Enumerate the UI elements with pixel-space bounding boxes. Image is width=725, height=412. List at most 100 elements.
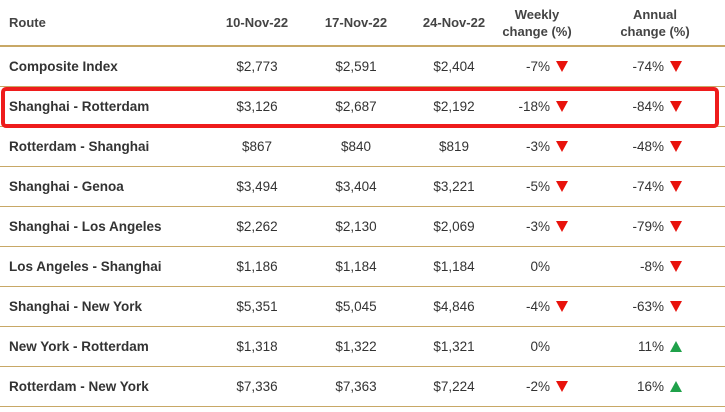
weekly-change-value: -3% <box>525 219 550 234</box>
rate-date-2: $7,363 <box>335 379 377 394</box>
rate-date-2: $3,404 <box>335 179 377 194</box>
table-body: Composite Index $2,773 $2,591 $2,404 -7% -74%… <box>0 47 725 407</box>
annual-change-value: -74% <box>632 179 664 194</box>
arrow-down-icon <box>670 101 682 112</box>
annual-change-value: -84% <box>632 99 664 114</box>
weekly-change: -18% <box>478 87 568 126</box>
weekly-change: -4% <box>478 287 568 326</box>
arrow-down-icon <box>556 141 568 152</box>
rate-date-2: $5,045 <box>335 299 377 314</box>
annual-change: 11% <box>592 327 682 366</box>
rate-date-1: $1,318 <box>236 339 278 354</box>
annual-change: -74% <box>592 167 682 206</box>
rate-date-2: $2,591 <box>335 59 377 74</box>
table-row: Shanghai - New York $5,351 $5,045 $4,846 -4%… <box>0 287 725 327</box>
arrow-down-icon <box>556 101 568 112</box>
weekly-change: -7% <box>478 47 568 86</box>
rate-date-3: $819 <box>438 139 470 154</box>
table-row: Shanghai - Rotterdam $3,126 $2,687 $2,192 -1… <box>0 87 725 127</box>
weekly-change-value: -18% <box>518 99 550 114</box>
header-route: Route <box>9 15 46 30</box>
weekly-change-value: -3% <box>525 139 550 154</box>
rate-date-1: $7,336 <box>236 379 278 394</box>
annual-change: -63% <box>592 287 682 326</box>
route-name: Los Angeles - Shanghai <box>9 259 162 274</box>
route-name: Rotterdam - New York <box>9 379 149 394</box>
rate-date-1: $2,773 <box>236 59 278 74</box>
rate-date-1: $2,262 <box>236 219 278 234</box>
arrow-down-icon <box>556 221 568 232</box>
weekly-change-value: -2% <box>525 379 550 394</box>
rate-date-2: $1,322 <box>335 339 377 354</box>
rate-date-3: $1,184 <box>433 259 475 274</box>
weekly-change: -3% <box>478 207 568 246</box>
arrow-up-icon <box>670 341 682 352</box>
rate-date-2: $840 <box>340 139 372 154</box>
rate-date-1: $5,351 <box>236 299 278 314</box>
header-date-1: 10-Nov-22 <box>225 15 289 30</box>
rate-date-3: $3,221 <box>433 179 475 194</box>
arrow-down-icon <box>556 61 568 72</box>
arrow-down-icon <box>670 221 682 232</box>
rate-date-2: $2,687 <box>335 99 377 114</box>
annual-change: -48% <box>592 127 682 166</box>
header-annual-change: Annual change (%) <box>596 0 714 45</box>
weekly-change: 0% <box>478 247 568 286</box>
weekly-change: 0% <box>478 327 568 366</box>
header-weekly-line2: change (%) <box>502 23 572 39</box>
table-row: Composite Index $2,773 $2,591 $2,404 -7% -74% <box>0 47 725 87</box>
arrow-down-icon <box>556 381 568 392</box>
annual-change: -84% <box>592 87 682 126</box>
rate-date-3: $2,069 <box>433 219 475 234</box>
route-name: Rotterdam - Shanghai <box>9 139 150 154</box>
header-weekly-change: Weekly change (%) <box>478 0 596 45</box>
route-name: Shanghai - Genoa <box>9 179 124 194</box>
table-row: Shanghai - Los Angeles $2,262 $2,130 $2,069… <box>0 207 725 247</box>
weekly-change-value: -4% <box>525 299 550 314</box>
annual-change: -79% <box>592 207 682 246</box>
route-name: Composite Index <box>9 59 118 74</box>
route-name: Shanghai - New York <box>9 299 143 314</box>
header-annual-line1: Annual <box>632 6 678 22</box>
annual-change-value: 11% <box>637 339 664 354</box>
rate-date-1: $1,186 <box>236 259 278 274</box>
table-row: Los Angeles - Shanghai $1,186 $1,184 $1,184… <box>0 247 725 287</box>
header-weekly-line1: Weekly <box>514 6 560 22</box>
weekly-change-value: -7% <box>525 59 550 74</box>
weekly-change: -2% <box>478 367 568 406</box>
table-header: Route 10-Nov-22 17-Nov-22 24-Nov-22 Week… <box>0 0 725 47</box>
annual-change-value: -79% <box>632 219 664 234</box>
weekly-change-value: -5% <box>525 179 550 194</box>
rate-date-3: $4,846 <box>433 299 475 314</box>
route-name: Shanghai - Rotterdam <box>9 99 150 114</box>
annual-change-value: -63% <box>632 299 664 314</box>
header-annual-line2: change (%) <box>620 23 690 39</box>
rate-date-3: $1,321 <box>433 339 475 354</box>
rate-date-1: $867 <box>241 139 273 154</box>
arrow-up-icon <box>670 381 682 392</box>
rate-date-3: $7,224 <box>433 379 475 394</box>
arrow-down-icon <box>670 261 682 272</box>
arrow-down-icon <box>556 181 568 192</box>
annual-change: 16% <box>592 367 682 406</box>
arrow-down-icon <box>670 141 682 152</box>
arrow-down-icon <box>670 61 682 72</box>
weekly-change-value: 0% <box>530 339 550 354</box>
rate-date-2: $1,184 <box>335 259 377 274</box>
annual-change-value: -48% <box>632 139 664 154</box>
arrow-down-icon <box>670 301 682 312</box>
annual-change-value: 16% <box>636 379 664 394</box>
route-name: New York - Rotterdam <box>9 339 149 354</box>
arrow-down-icon <box>670 181 682 192</box>
annual-change-value: -8% <box>639 259 664 274</box>
annual-change: -74% <box>592 47 682 86</box>
weekly-change: -3% <box>478 127 568 166</box>
table-row: Shanghai - Genoa $3,494 $3,404 $3,221 -5% -74… <box>0 167 725 207</box>
table-row: Rotterdam - Shanghai $867 $840 $819 -3% -48% <box>0 127 725 167</box>
rate-date-3: $2,192 <box>433 99 475 114</box>
rate-date-1: $3,494 <box>236 179 278 194</box>
rate-date-3: $2,404 <box>433 59 475 74</box>
header-date-3: 24-Nov-22 <box>422 15 486 30</box>
route-name: Shanghai - Los Angeles <box>9 219 162 234</box>
